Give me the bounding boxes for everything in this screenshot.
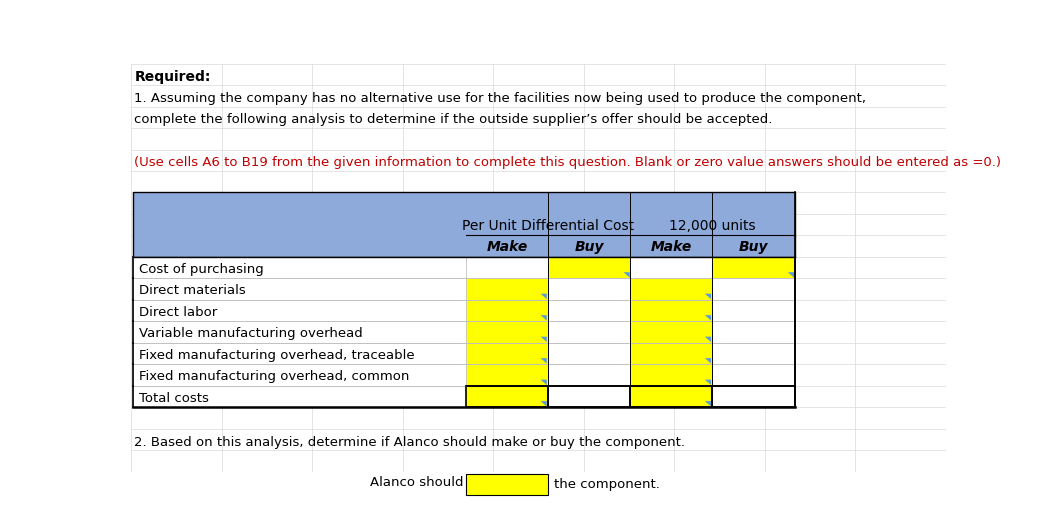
Bar: [548, 321, 631, 343]
Text: Buy: Buy: [574, 240, 603, 254]
Bar: [132, 364, 467, 386]
Text: 2. Based on this analysis, determine if Alanco should make or buy the component.: 2. Based on this analysis, determine if …: [135, 436, 685, 448]
Bar: [467, 343, 548, 364]
Bar: [467, 257, 548, 278]
Bar: [132, 278, 467, 300]
Bar: [631, 343, 712, 364]
Bar: [548, 364, 631, 386]
Bar: [132, 300, 467, 321]
Text: Total costs: Total costs: [139, 392, 209, 405]
Text: the component.: the component.: [554, 478, 660, 491]
Text: 1. Assuming the company has no alternative use for the facilities now being used: 1. Assuming the company has no alternati…: [135, 92, 866, 105]
Bar: [548, 300, 631, 321]
Bar: [467, 321, 548, 343]
Text: Per Unit Differential Cost: Per Unit Differential Cost: [462, 219, 635, 233]
Text: Make: Make: [487, 240, 528, 254]
Polygon shape: [540, 337, 547, 342]
Text: 12,000 units: 12,000 units: [669, 219, 756, 233]
Bar: [712, 257, 795, 278]
Polygon shape: [540, 379, 547, 385]
Text: complete the following analysis to determine if the outside supplier’s offer sho: complete the following analysis to deter…: [135, 113, 772, 126]
Bar: [712, 300, 795, 321]
Text: Required:: Required:: [135, 70, 211, 84]
Bar: [132, 257, 467, 278]
Bar: [631, 386, 712, 407]
Polygon shape: [540, 294, 547, 299]
Polygon shape: [540, 489, 547, 494]
Polygon shape: [705, 401, 712, 407]
Polygon shape: [705, 337, 712, 342]
Bar: [712, 278, 795, 300]
Bar: [548, 386, 631, 407]
Bar: [467, 386, 548, 407]
Text: Buy: Buy: [739, 240, 768, 254]
Text: Fixed manufacturing overhead, traceable: Fixed manufacturing overhead, traceable: [139, 349, 415, 362]
Bar: [132, 386, 467, 407]
Bar: [467, 474, 548, 496]
Bar: [712, 386, 795, 407]
Text: Direct materials: Direct materials: [139, 285, 246, 297]
Bar: [631, 364, 712, 386]
Bar: [132, 192, 795, 257]
Bar: [631, 278, 712, 300]
Bar: [132, 321, 467, 343]
Polygon shape: [540, 315, 547, 321]
Polygon shape: [788, 272, 794, 278]
Polygon shape: [623, 272, 630, 278]
Bar: [712, 321, 795, 343]
Text: Variable manufacturing overhead: Variable manufacturing overhead: [139, 328, 363, 340]
Text: Cost of purchasing: Cost of purchasing: [139, 263, 264, 276]
Polygon shape: [705, 358, 712, 364]
Text: Direct labor: Direct labor: [139, 306, 218, 319]
Polygon shape: [540, 358, 547, 364]
Bar: [712, 364, 795, 386]
Bar: [548, 343, 631, 364]
Text: Make: Make: [651, 240, 692, 254]
Bar: [132, 343, 467, 364]
Bar: [467, 300, 548, 321]
Bar: [631, 257, 712, 278]
Bar: [548, 257, 631, 278]
Text: Fixed manufacturing overhead, common: Fixed manufacturing overhead, common: [139, 370, 410, 383]
Bar: [467, 364, 548, 386]
Polygon shape: [705, 294, 712, 299]
Bar: [467, 278, 548, 300]
Polygon shape: [705, 315, 712, 321]
Bar: [631, 321, 712, 343]
Bar: [631, 300, 712, 321]
Polygon shape: [705, 379, 712, 385]
Bar: [712, 343, 795, 364]
Text: Alanco should: Alanco should: [370, 476, 463, 489]
Polygon shape: [540, 401, 547, 407]
Text: (Use cells A6 to B19 from the given information to complete this question. Blank: (Use cells A6 to B19 from the given info…: [135, 156, 1002, 169]
Bar: [548, 278, 631, 300]
